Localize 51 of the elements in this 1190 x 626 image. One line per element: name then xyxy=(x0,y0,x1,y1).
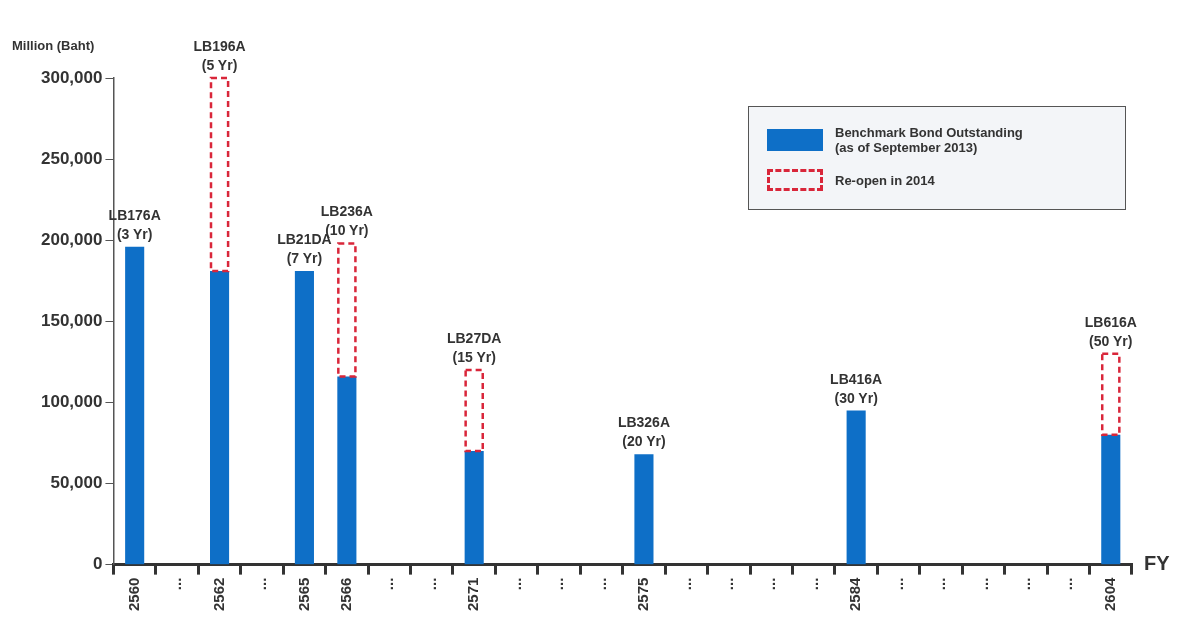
x-tick-label: ... xyxy=(931,577,949,591)
x-tick-label: 2566 xyxy=(337,577,355,612)
annotation: LB326A (20 Yr) xyxy=(617,414,671,450)
y-tick-label: 150,000 xyxy=(41,311,103,330)
x-tick-label: ... xyxy=(1016,577,1034,591)
y-tick-label: 250,000 xyxy=(41,148,103,168)
bar xyxy=(634,454,654,565)
annotation: LB196A (5 Yr) xyxy=(193,38,246,73)
bar xyxy=(1100,352,1121,437)
bar xyxy=(1101,434,1121,565)
x-tick-label: 2562 xyxy=(209,577,227,612)
annotation: LB27DA (15 Yr) xyxy=(446,329,502,365)
legend-label: Benchmark Bond Outstanding (as of September 2013) xyxy=(835,125,1024,155)
x-tick-label: ... xyxy=(167,577,185,591)
bar xyxy=(846,410,866,565)
bar xyxy=(294,271,314,565)
annotation: LB616A (50 Yr) xyxy=(1084,313,1137,349)
x-tick-label: ... xyxy=(421,577,439,591)
x-tick-label: ... xyxy=(506,577,524,591)
y-tick-label: 100,000 xyxy=(41,392,103,412)
annotation: LB416A (30 Yr) xyxy=(830,370,883,406)
y-tick-label: 0 xyxy=(92,554,103,574)
x-tick-label: ... xyxy=(761,577,779,591)
x-tick-label: ... xyxy=(549,577,567,591)
bar xyxy=(337,242,357,378)
x-tick-label: ... xyxy=(676,577,694,591)
x-axis-title: FY xyxy=(1144,552,1171,575)
bar xyxy=(125,246,145,565)
x-tick-label: ... xyxy=(252,577,270,591)
x-tick-label: ... xyxy=(973,577,991,591)
bar xyxy=(210,271,230,565)
x-tick-label: ... xyxy=(718,577,736,591)
y-axis-title: Million (Baht) xyxy=(12,38,95,53)
x-tick-label: 2604 xyxy=(1100,576,1118,612)
bar xyxy=(464,451,484,565)
x-tick-label: 2571 xyxy=(464,577,482,612)
x-tick-label: ... xyxy=(1058,577,1076,591)
y-tick-label: 200,000 xyxy=(41,229,103,249)
x-tick-label: 2560 xyxy=(124,577,142,612)
x-tick-label: ... xyxy=(803,577,821,591)
x-tick-label: ... xyxy=(591,577,609,591)
x-tick-label: 2565 xyxy=(294,577,312,612)
legend-label: Re-open in 2014 xyxy=(835,172,935,188)
x-tick-label: 2584 xyxy=(846,576,864,612)
x-tick-label: ... xyxy=(379,577,397,591)
bar xyxy=(337,376,357,565)
bar xyxy=(464,368,484,453)
x-tick-label: ... xyxy=(888,577,906,591)
y-tick-label: 300,000 xyxy=(41,67,103,87)
x-tick-label: 2575 xyxy=(634,577,652,612)
y-tick-label: 50,000 xyxy=(50,473,103,493)
